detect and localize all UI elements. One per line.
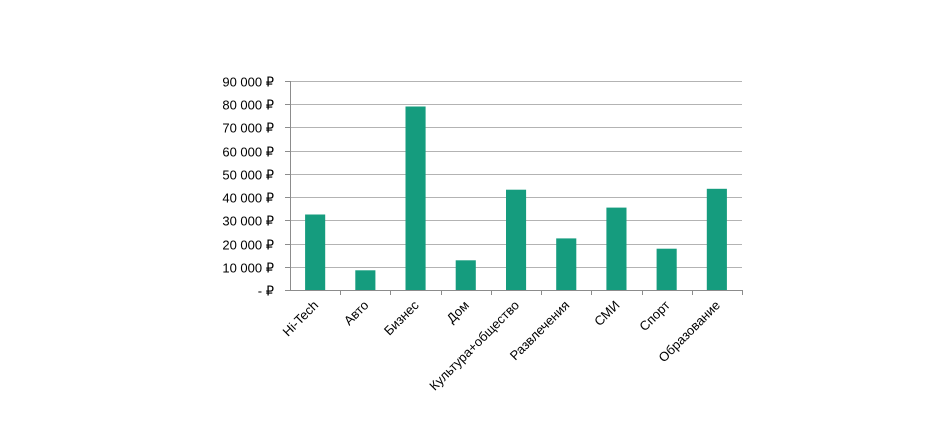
y-tick-label: 50 000 ₽: [222, 168, 274, 183]
bars: [305, 106, 727, 290]
bar: [355, 270, 376, 290]
y-tick-label: 90 000 ₽: [222, 75, 274, 90]
x-tick-label: СМИ: [591, 298, 622, 329]
bar: [305, 214, 326, 290]
y-tick-label: 40 000 ₽: [222, 191, 274, 206]
bar: [606, 207, 627, 290]
bar: [405, 106, 426, 290]
y-tick-label: 20 000 ₽: [222, 238, 274, 253]
bar: [656, 248, 677, 290]
x-tick-label: Бизнес: [381, 297, 422, 338]
y-tick-labels: - ₽ 10 000 ₽ 20 000 ₽ 30 000 ₽ 40 000 ₽ 50 00…: [222, 75, 274, 299]
y-tick-label: 30 000 ₽: [222, 214, 274, 229]
x-tick-label: Культура+общество: [426, 298, 522, 394]
x-tick-label: Дом: [444, 297, 472, 325]
bar: [506, 189, 527, 290]
y-tick-label: 80 000 ₽: [222, 98, 274, 113]
bar: [706, 188, 727, 290]
x-tick-label: Hi-Tech: [279, 298, 321, 340]
bar: [556, 238, 577, 290]
y-tick-label: 10 000 ₽: [222, 261, 274, 276]
gridlines: [290, 81, 742, 268]
x-tick-labels: Hi-Tech Авто Бизнес ДомКультура+обществоРаз…: [279, 297, 723, 393]
y-tick-label: 70 000 ₽: [222, 121, 274, 136]
axes: [285, 81, 743, 295]
bar: [455, 260, 476, 290]
x-tick-label: Спорт: [636, 297, 672, 333]
y-tick-label: 60 000 ₽: [222, 145, 274, 160]
y-tick-label: - ₽: [258, 284, 274, 299]
x-tick-label: Авто: [341, 298, 372, 329]
